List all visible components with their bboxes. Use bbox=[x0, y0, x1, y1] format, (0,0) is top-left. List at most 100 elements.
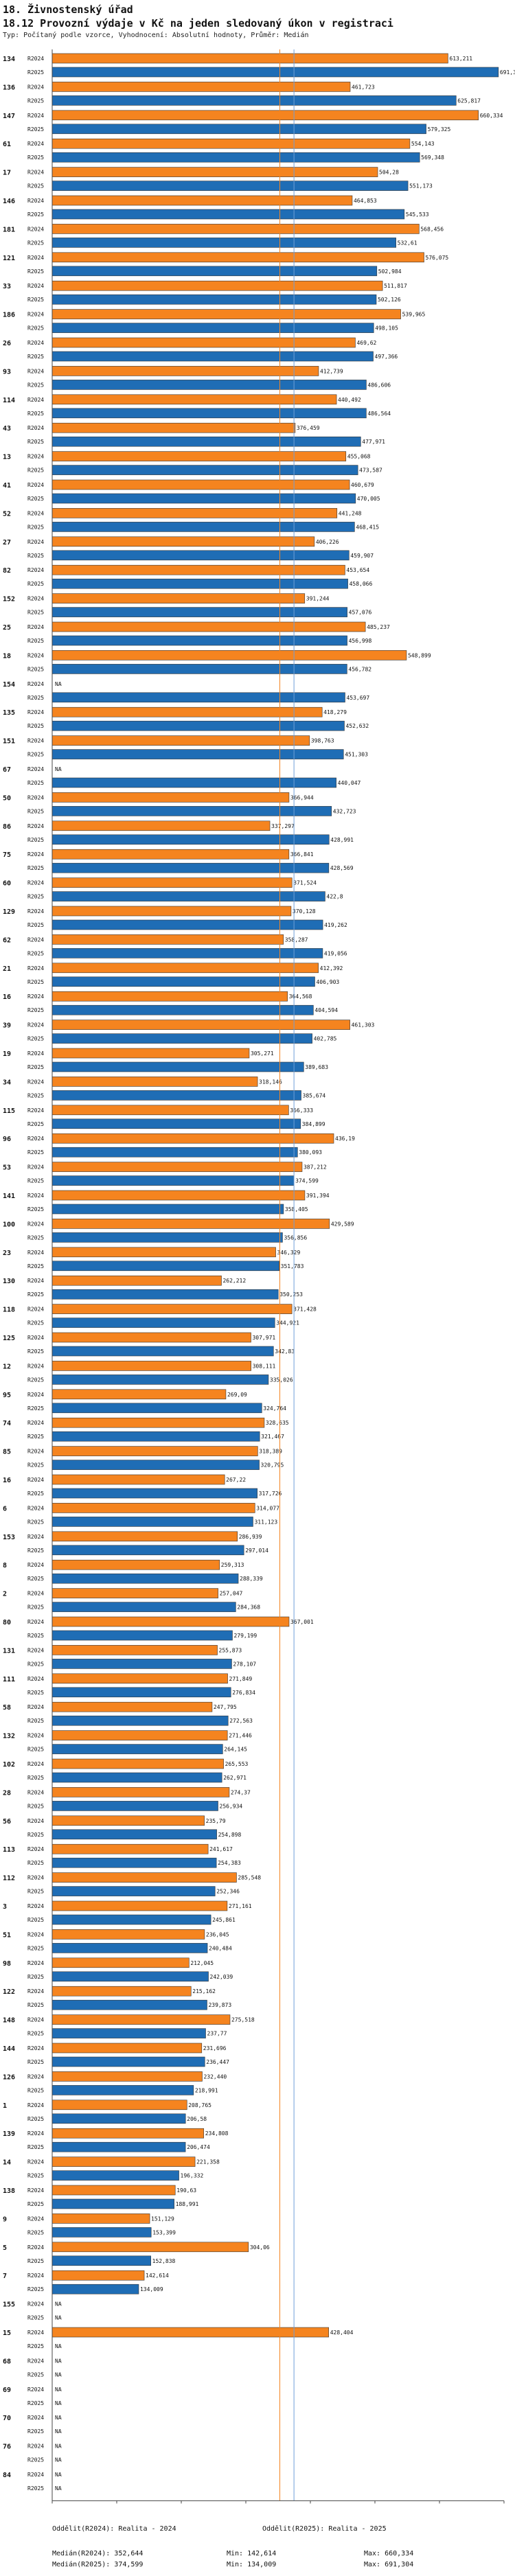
series-label: R2024 bbox=[27, 368, 44, 374]
series-label: R2025 bbox=[27, 1548, 44, 1554]
series-label: R2024 bbox=[27, 1562, 44, 1568]
group-label: 6 bbox=[3, 1505, 7, 1513]
bar-r2024 bbox=[52, 1872, 237, 1883]
bar-r2024 bbox=[52, 337, 356, 348]
value-label: 548,899 bbox=[408, 652, 431, 658]
value-label: 412,392 bbox=[320, 965, 343, 971]
bar-r2025 bbox=[52, 1517, 253, 1527]
bar-r2025 bbox=[52, 1659, 232, 1669]
group-label: 75 bbox=[3, 851, 11, 859]
group-label: 85 bbox=[3, 1449, 11, 1456]
group-label: 135 bbox=[3, 709, 15, 717]
series-label: R2025 bbox=[27, 922, 44, 928]
group-label: 144 bbox=[3, 2045, 15, 2053]
series-label: R2025 bbox=[27, 354, 44, 360]
group-label: 68 bbox=[3, 2358, 11, 2365]
value-label: 262,971 bbox=[223, 1775, 247, 1781]
bar-r2025 bbox=[52, 380, 367, 390]
bar-r2025 bbox=[52, 1118, 301, 1129]
bar-r2025 bbox=[52, 919, 323, 930]
series-label: R2024 bbox=[27, 1193, 44, 1199]
group-label: 126 bbox=[3, 2073, 15, 2081]
group-label: 62 bbox=[3, 936, 11, 944]
value-label: 255,873 bbox=[219, 1647, 242, 1653]
series-label: R2025 bbox=[27, 1633, 44, 1639]
bar-r2025 bbox=[52, 1829, 217, 1840]
bar-r2024 bbox=[52, 167, 378, 177]
bar-r2025 bbox=[52, 436, 361, 447]
series-label: R2025 bbox=[27, 1007, 44, 1013]
bar-r2024 bbox=[52, 1446, 258, 1456]
series-label: R2025 bbox=[27, 1860, 44, 1866]
bar-r2025 bbox=[52, 2085, 194, 2095]
value-label: 418,279 bbox=[323, 709, 347, 715]
value-label: 221,358 bbox=[196, 2159, 220, 2165]
series-label: R2024 bbox=[27, 993, 44, 1000]
na-label: NA bbox=[55, 2428, 62, 2435]
na-label: NA bbox=[55, 2472, 62, 2478]
series-label: R2025 bbox=[27, 865, 44, 871]
series-label: R2024 bbox=[27, 1761, 44, 1767]
series-label: R2025 bbox=[27, 1377, 44, 1383]
group-label: 134 bbox=[3, 56, 15, 63]
group-label: 3 bbox=[3, 1903, 7, 1911]
series-label: R2024 bbox=[27, 1477, 44, 1483]
bar-r2024 bbox=[52, 366, 319, 376]
group-label: 121 bbox=[3, 255, 15, 262]
group-label: 53 bbox=[3, 1164, 11, 1172]
value-label: 458,066 bbox=[350, 581, 373, 587]
group-label: 115 bbox=[3, 1107, 15, 1115]
value-label: 511,817 bbox=[384, 283, 407, 289]
value-label: 344,921 bbox=[276, 1320, 299, 1326]
value-label: 371,524 bbox=[293, 880, 317, 886]
group-label: 122 bbox=[3, 1988, 15, 1996]
series-label: R2025 bbox=[27, 1405, 44, 1412]
bar-r2024 bbox=[52, 479, 350, 490]
na-label: NA bbox=[55, 2443, 62, 2450]
series-label: R2024 bbox=[27, 738, 44, 744]
series-label: R2024 bbox=[27, 936, 44, 943]
bar-r2025 bbox=[52, 2198, 174, 2209]
bar-r2024 bbox=[52, 2185, 176, 2196]
value-label: 151,129 bbox=[151, 2216, 174, 2222]
na-label: NA bbox=[55, 766, 62, 772]
bar-r2025 bbox=[52, 2170, 179, 2181]
series-label: R2024 bbox=[27, 1591, 44, 1597]
series-label: R2025 bbox=[27, 1263, 44, 1269]
bar-r2024 bbox=[52, 1417, 265, 1428]
series-label: R2024 bbox=[27, 510, 44, 516]
bar-r2025 bbox=[52, 2141, 186, 2152]
bar-r2025 bbox=[52, 1346, 274, 1357]
value-label: 398,763 bbox=[311, 738, 334, 744]
value-label: 461,723 bbox=[352, 84, 375, 90]
bar-r2024 bbox=[52, 309, 401, 319]
value-label: 237,77 bbox=[207, 2031, 227, 2037]
group-label: 7 bbox=[3, 2273, 7, 2280]
na-label: NA bbox=[55, 2387, 62, 2393]
group-label: 151 bbox=[3, 738, 15, 746]
series-label: R2025 bbox=[27, 439, 44, 445]
group-label: 14 bbox=[3, 2159, 11, 2167]
value-label: 245,861 bbox=[212, 1917, 236, 1923]
bar-r2024 bbox=[52, 1105, 289, 1116]
group-label: 96 bbox=[3, 1136, 11, 1143]
series-label: R2025 bbox=[27, 325, 44, 332]
bar-r2024 bbox=[52, 934, 284, 945]
bar-r2024 bbox=[52, 138, 411, 149]
series-label: R2025 bbox=[27, 808, 44, 814]
group-label: 148 bbox=[3, 2017, 15, 2025]
bar-r2025 bbox=[52, 1801, 218, 1811]
series-label: R2024 bbox=[27, 198, 44, 204]
series-label: R2024 bbox=[27, 1875, 44, 1881]
series-label: R2024 bbox=[27, 567, 44, 573]
value-label: 412,739 bbox=[320, 368, 343, 374]
bar-r2024 bbox=[52, 2014, 231, 2025]
value-label: 428,991 bbox=[330, 837, 354, 843]
bar-r2025 bbox=[52, 692, 345, 703]
group-label: 118 bbox=[3, 1307, 15, 1314]
series-label: R2024 bbox=[27, 652, 44, 658]
bar-r2024 bbox=[52, 1701, 213, 1712]
series-label: R2025 bbox=[27, 2258, 44, 2264]
series-label: R2024 bbox=[27, 1505, 44, 1511]
value-label: 311,123 bbox=[254, 1519, 277, 1525]
